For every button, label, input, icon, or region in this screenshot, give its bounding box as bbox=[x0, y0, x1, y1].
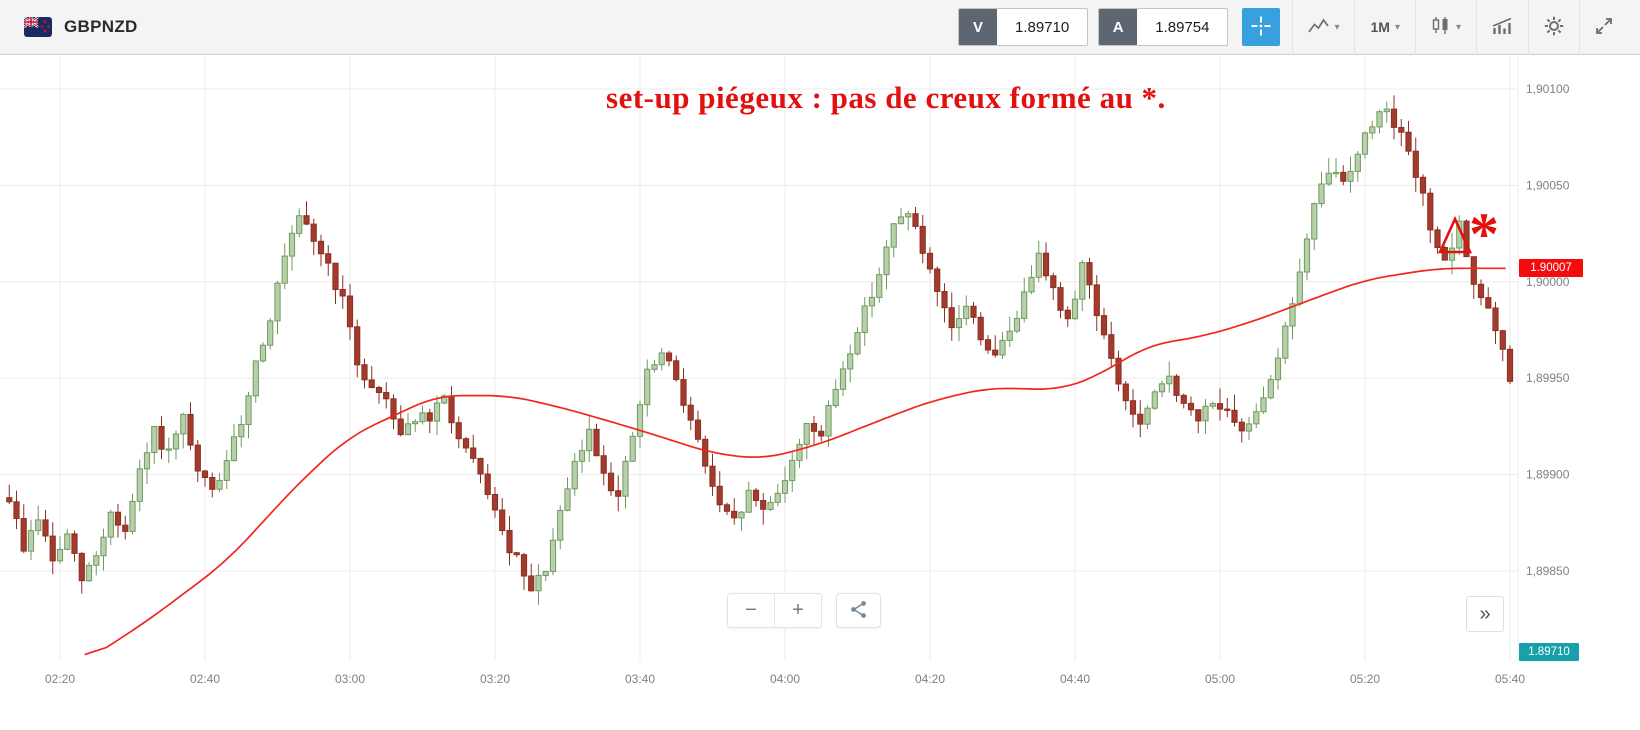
candlestick-chart[interactable]: 1,90100 1,90050 1,90000 1,89950 1,89900 1,898… bbox=[0, 56, 1640, 730]
gear-icon bbox=[1544, 16, 1564, 39]
toolbar-separator bbox=[1414, 0, 1416, 55]
candle-style-button[interactable]: ▾ bbox=[1416, 0, 1476, 55]
svg-text:03:00: 03:00 bbox=[335, 672, 365, 686]
crosshair-icon bbox=[1250, 15, 1272, 40]
chevron-down-icon: ▾ bbox=[1455, 21, 1461, 33]
share-button[interactable] bbox=[836, 593, 881, 628]
svg-text:05:40: 05:40 bbox=[1495, 672, 1525, 686]
timeframe-button[interactable]: 1M ▾ bbox=[1355, 0, 1414, 55]
sell-button[interactable]: V 1.89710 bbox=[957, 8, 1089, 46]
buy-button[interactable]: A 1.89754 bbox=[1098, 8, 1229, 46]
zoom-divider bbox=[774, 594, 775, 627]
sell-price: 1.89710 bbox=[1014, 18, 1070, 36]
indicators-button[interactable] bbox=[1477, 0, 1528, 55]
svg-text:02:20: 02:20 bbox=[45, 672, 75, 686]
share-icon bbox=[849, 600, 868, 622]
chart-type-button[interactable]: ▾ bbox=[1293, 0, 1354, 55]
asterisk-mark: * bbox=[1469, 201, 1499, 267]
triangle-asterisk-annotation[interactable]: * bbox=[1437, 204, 1538, 276]
symbol-title: GBPNZD bbox=[64, 17, 138, 36]
svg-text:05:00: 05:00 bbox=[1205, 672, 1235, 686]
toolbar-separator bbox=[1579, 0, 1580, 55]
line-chart-icon bbox=[1308, 17, 1330, 37]
gbpnzd-flag-icon bbox=[24, 17, 52, 37]
toolbar-separator bbox=[1354, 0, 1356, 55]
expand-arrows-icon bbox=[1595, 17, 1613, 38]
ma-price-tag: 1.90007 bbox=[1519, 259, 1583, 278]
svg-text:1,89850: 1,89850 bbox=[1526, 564, 1570, 578]
svg-text:1,90100: 1,90100 bbox=[1526, 82, 1570, 96]
candlestick-icon bbox=[1431, 16, 1451, 38]
svg-text:04:40: 04:40 bbox=[1060, 672, 1090, 686]
svg-text:02:40: 02:40 bbox=[190, 672, 220, 686]
toolbar-separator bbox=[1292, 0, 1294, 55]
toolbar-controls: V 1.89710 A 1.89754 bbox=[957, 0, 1628, 55]
svg-text:03:40: 03:40 bbox=[625, 672, 655, 686]
toolbar-separator bbox=[1528, 0, 1529, 55]
zoom-in-button[interactable]: + bbox=[775, 594, 821, 627]
chevron-down-icon: ▾ bbox=[1334, 21, 1340, 33]
triangle-icon bbox=[1437, 215, 1474, 260]
buy-price: 1.89754 bbox=[1155, 18, 1210, 36]
chevron-down-icon: ▾ bbox=[1394, 21, 1400, 33]
svg-text:1,89900: 1,89900 bbox=[1526, 468, 1570, 482]
chart-annotation-text[interactable]: set-up piégeux : pas de creux formé au *… bbox=[606, 80, 1166, 115]
svg-text:03:20: 03:20 bbox=[480, 672, 510, 686]
instrument-header: GBPNZD bbox=[0, 17, 138, 37]
buy-letter: A bbox=[1099, 9, 1138, 45]
fullscreen-button[interactable] bbox=[1580, 0, 1628, 55]
chart-area: 1,90100 1,90050 1,90000 1,89950 1,89900 1,898… bbox=[0, 56, 1640, 730]
sell-letter: V bbox=[958, 9, 997, 45]
expand-panel-button[interactable]: » bbox=[1466, 596, 1504, 632]
svg-text:05:20: 05:20 bbox=[1350, 672, 1380, 686]
zoom-controls: − + bbox=[727, 593, 822, 628]
last-price-tag: 1.89710 bbox=[1519, 643, 1579, 661]
svg-text:1,89950: 1,89950 bbox=[1526, 371, 1570, 385]
crosshair-button[interactable] bbox=[1242, 8, 1281, 46]
svg-text:1,90050: 1,90050 bbox=[1526, 178, 1570, 192]
toolbar-separator bbox=[1476, 0, 1477, 55]
svg-text:04:20: 04:20 bbox=[915, 672, 945, 686]
indicators-icon bbox=[1492, 17, 1513, 38]
svg-text:1,90000: 1,90000 bbox=[1526, 275, 1570, 289]
timeframe-label: 1M bbox=[1370, 19, 1390, 35]
toolbar: GBPNZD V 1.89710 A 1.89754 bbox=[0, 0, 1640, 55]
zoom-out-button[interactable]: − bbox=[728, 594, 774, 627]
svg-text:04:00: 04:00 bbox=[770, 672, 800, 686]
settings-button[interactable] bbox=[1529, 0, 1579, 55]
